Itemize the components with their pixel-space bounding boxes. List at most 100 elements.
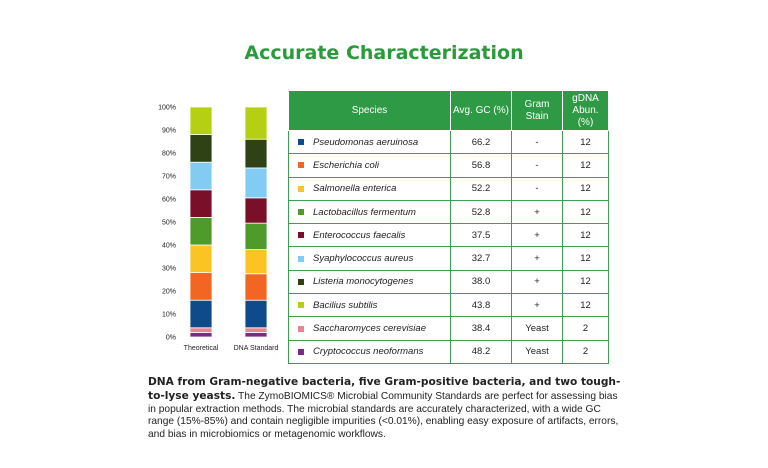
species-name: Cryptococcus neoformans [313, 346, 424, 358]
bar-segment [189, 134, 213, 163]
abundance-cell: 12 [562, 269, 609, 295]
bar-segment [244, 138, 268, 169]
species-name: Bacilius subtilis [313, 299, 378, 311]
abundance-cell: 12 [562, 246, 609, 271]
species-cell: Pseudomonas aeruinosa [288, 129, 451, 155]
description: DNA from Gram-negative bacteria, five Gr… [148, 376, 628, 442]
bar-segment [189, 106, 213, 136]
species-name: Lactobacillus fermentum [313, 206, 416, 218]
table-row: Escherichia coli 56.8-12 [288, 153, 609, 178]
description-bold: DNA from Gram-negative bacteria, five Gr… [148, 376, 621, 402]
species-cell: Listeria monocytogenes [288, 269, 451, 295]
color-swatch [298, 139, 304, 146]
abundance-cell: 12 [562, 176, 609, 201]
y-tick-label: 60% [162, 197, 176, 204]
species-cell: Cryptococcus neoformans [288, 339, 451, 364]
gc-cell: 37.5 [450, 223, 512, 248]
species-name: Escherichia coli [313, 159, 379, 171]
species-name: Salmonella enterica [313, 183, 397, 195]
gc-cell: 43.8 [450, 293, 512, 318]
color-swatch [298, 255, 304, 262]
color-swatch [298, 232, 304, 239]
table-row: Pseudomonas aeruinosa 66.2-12 [288, 129, 609, 155]
abundance-cell: 12 [562, 129, 609, 155]
bar-segment [189, 331, 213, 338]
species-cell: Escherichia coli [288, 153, 451, 178]
gc-cell: 56.8 [450, 153, 512, 178]
bar-segment [244, 327, 268, 333]
bar-segment [244, 222, 268, 251]
y-tick-label: 40% [162, 243, 176, 250]
species-name: Pseudomonas aeruinosa [313, 136, 419, 148]
stacked-bar-chart: 0% 10% 20% 30% 40% 50% 60% 70% 80% 90% 100% Theoret… [158, 105, 278, 353]
bar-segment [189, 217, 213, 246]
bar-segment [244, 273, 268, 301]
bar-segment [189, 244, 213, 274]
table-row: Listeria monocytogenes 38.0 +12 [288, 269, 609, 295]
gc-cell: 52.2 [450, 176, 512, 201]
bar-segment [244, 197, 268, 224]
abundance-cell: 12 [562, 153, 609, 178]
bar-segment [189, 299, 213, 329]
bar-segment [244, 331, 268, 338]
abundance-cell: 2 [562, 316, 609, 341]
stain-cell: + [511, 269, 563, 295]
color-swatch [298, 348, 304, 355]
stain-cell: Yeast [511, 316, 563, 341]
gc-cell: 38.0 [450, 269, 512, 295]
abundance-cell: 12 [562, 223, 609, 248]
species-cell: Saccharomyces cerevisiae [288, 316, 451, 341]
abundance-cell: 12 [562, 199, 609, 225]
page-title: Accurate Characterization [244, 42, 524, 64]
stain-cell: + [511, 199, 563, 225]
gc-cell: 48.2 [450, 339, 512, 364]
table-row: Enterococcus faecalis 37.5 +12 [288, 223, 609, 248]
bar-segment [189, 327, 213, 333]
bar-segment [189, 272, 213, 301]
gc-cell: 32.7 [450, 246, 512, 271]
species-cell: Syaphylococcus aureus [288, 246, 451, 271]
y-tick-label: 50% [162, 220, 176, 227]
y-tick-label: 80% [162, 151, 176, 158]
table-header-row: Species Avg. GC (%) Gram Stain gDNA Abun… [288, 90, 609, 131]
y-tick-label: 90% [162, 128, 176, 135]
color-swatch [298, 325, 304, 332]
bar-segment [244, 167, 268, 199]
stain-cell: + [511, 293, 563, 318]
y-tick-label: 30% [162, 266, 176, 273]
table-row: Lactobacillus fermentum 52.8 +12 [288, 199, 609, 225]
abundance-cell: 2 [562, 339, 609, 364]
x-category-label: Theoretical [184, 345, 219, 352]
y-tick-label: 100% [158, 105, 176, 112]
header-gdna-abundance: gDNA Abun. (%) [562, 90, 609, 131]
bar-segment [189, 161, 213, 191]
species-name: Syaphylococcus aureus [313, 253, 414, 265]
table-row: Cryptococcus neoformans 48.2 Yeast 2 [288, 339, 609, 364]
species-table: Species Avg. GC (%) Gram Stain gDNA Abun… [288, 90, 609, 364]
table-row: Syaphylococcus aureus 32.7 +12 [288, 246, 609, 271]
bar-segment [244, 249, 268, 275]
header-gram-stain: Gram Stain [511, 90, 563, 131]
table-row: Bacilius subtilis 43.8 +12 [288, 293, 609, 318]
description-text: The ZymoBIOMICS® Microbial Community Sta… [148, 390, 619, 441]
y-tick-label: 0% [166, 335, 176, 342]
stain-cell: + [511, 223, 563, 248]
y-tick-label: 10% [162, 312, 176, 319]
gc-cell: 38.4 [450, 316, 512, 341]
color-swatch [298, 162, 304, 169]
color-swatch [298, 209, 304, 216]
stain-cell: + [511, 246, 563, 271]
stain-cell: - [511, 129, 563, 155]
gc-cell: 66.2 [450, 129, 512, 155]
abundance-cell: 12 [562, 293, 609, 318]
header-species: Species [288, 90, 451, 131]
color-swatch [298, 278, 304, 285]
species-cell: Salmonella enterica [288, 176, 451, 201]
gc-cell: 52.8 [450, 199, 512, 225]
color-swatch [298, 302, 304, 309]
header-avg-gc: Avg. GC (%) [450, 90, 512, 131]
stain-cell: - [511, 176, 563, 201]
y-tick-label: 70% [162, 174, 176, 181]
bar-segment [244, 299, 268, 329]
species-cell: Bacilius subtilis [288, 293, 451, 318]
